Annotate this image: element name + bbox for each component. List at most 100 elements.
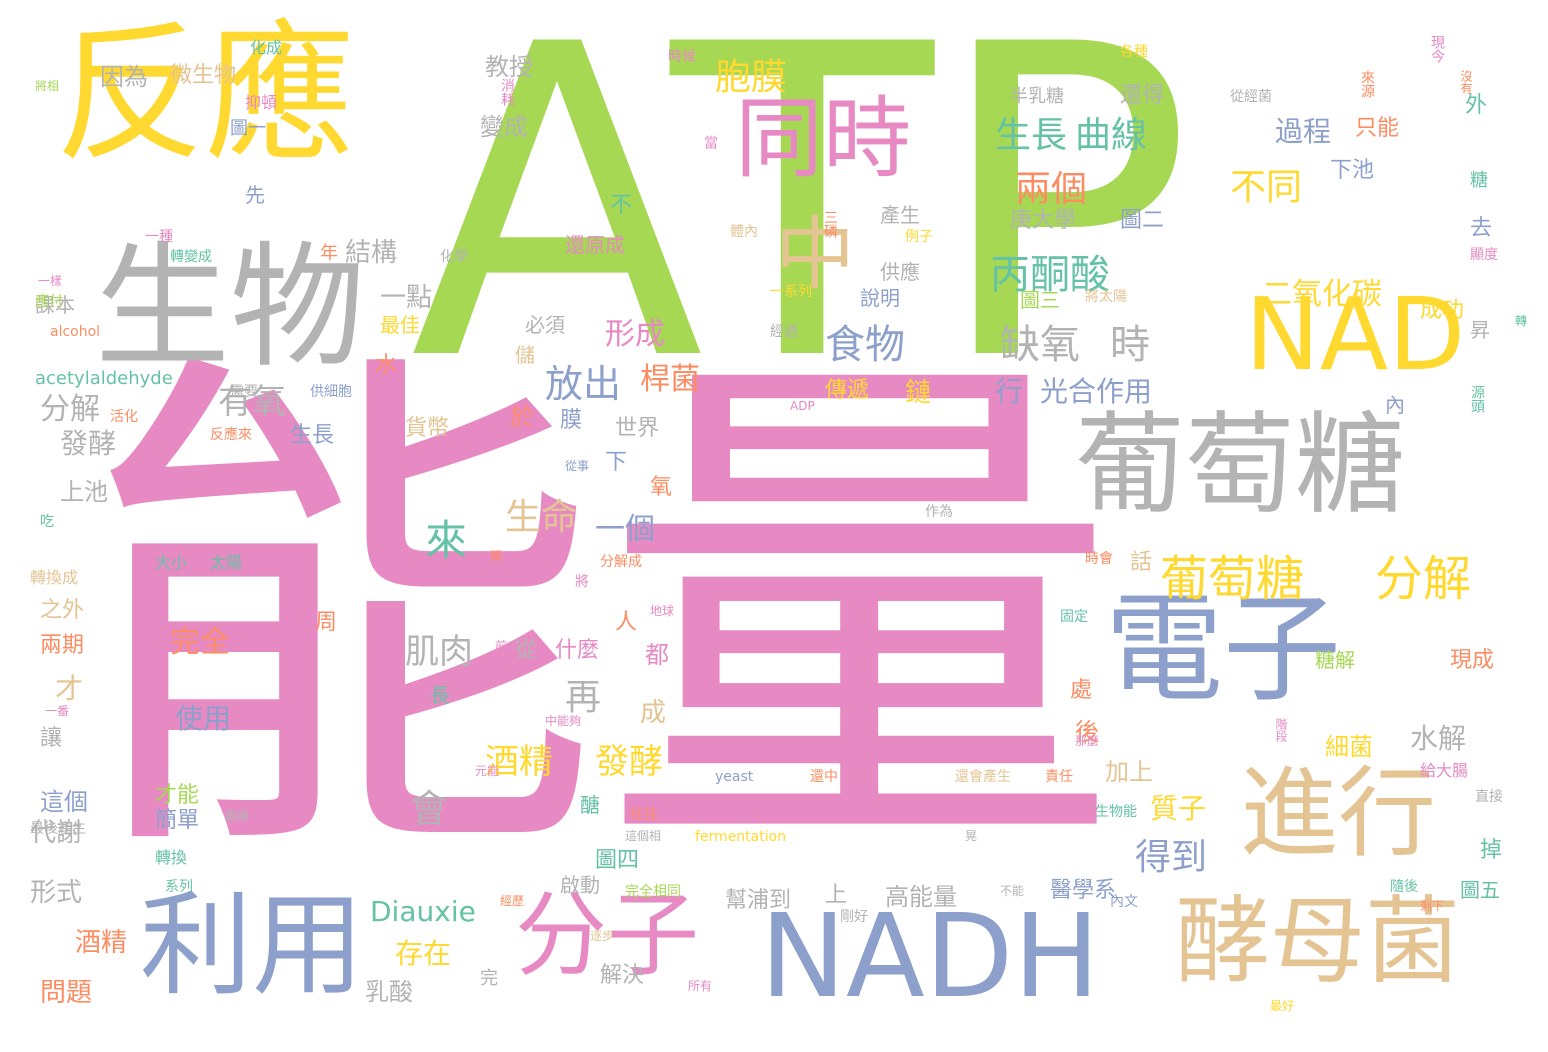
cloud-word: 分解	[1375, 551, 1472, 607]
cloud-word: 供細胞	[310, 384, 352, 400]
cloud-word: 將相	[35, 79, 60, 93]
cloud-word: 生命	[505, 497, 578, 538]
cloud-word: 圖二	[1120, 208, 1165, 233]
cloud-word: 昇	[1470, 318, 1490, 342]
cloud-word: 分解成	[600, 554, 642, 570]
cloud-word: 二氧化碳	[1262, 277, 1382, 312]
cloud-word: 轉換成	[30, 568, 79, 587]
cloud-word: 曲線	[1075, 115, 1148, 156]
cloud-word: 成功	[1420, 298, 1465, 323]
cloud-word: 人	[615, 610, 638, 635]
cloud-word: 顯度	[1470, 247, 1498, 263]
cloud-word: 再	[565, 677, 602, 718]
cloud-word: 能量	[80, 312, 1120, 918]
cloud-word: 進行	[1240, 757, 1437, 871]
cloud-word: 現成	[1450, 648, 1495, 673]
cloud-word: acetylaldehyde	[35, 368, 173, 389]
cloud-word: 還得	[1120, 83, 1165, 108]
cloud-word: 一樣	[38, 274, 63, 288]
cloud-word: 從事	[565, 459, 590, 473]
cloud-word: 掉	[1480, 838, 1503, 863]
cloud-word: 世界	[615, 416, 660, 441]
cloud-word: 時	[1110, 322, 1150, 368]
cloud-word: 幫浦到	[725, 888, 792, 913]
cloud-word: 細菌	[1325, 733, 1373, 761]
cloud-word: 才能	[155, 783, 200, 808]
cloud-word: 反應	[55, 8, 356, 182]
cloud-word: 中	[775, 208, 855, 301]
cloud-word: 形式	[30, 878, 83, 908]
cloud-word: 時會	[1085, 551, 1113, 567]
cloud-word: 所有	[688, 979, 713, 993]
cloud-word: 供應	[880, 260, 920, 284]
cloud-word: 最後產生	[30, 821, 86, 837]
cloud-word: 反應來	[210, 427, 252, 443]
cloud-word: 不同	[1230, 167, 1303, 208]
cloud-word: 上池	[60, 478, 108, 506]
cloud-word: 大小	[155, 553, 188, 572]
cloud-word: 葡萄糖	[1160, 551, 1305, 607]
cloud-word: 作為	[925, 504, 953, 520]
cloud-word: 酒精	[485, 742, 553, 782]
cloud-word: 還原成	[565, 233, 625, 257]
cloud-word: 一系列	[770, 284, 812, 300]
cloud-word: 化成	[250, 38, 283, 57]
cloud-word: 質子	[1150, 792, 1207, 825]
cloud-word: 吃	[40, 514, 54, 530]
cloud-word: 長	[430, 683, 450, 707]
cloud-word: 編輯	[225, 809, 250, 823]
cloud-word: 高能量	[885, 883, 957, 911]
cloud-word: 鏈	[905, 378, 932, 408]
cloud-word: 內文	[1110, 894, 1138, 910]
cloud-word: 之外	[40, 598, 85, 623]
cloud-word: alcohol	[50, 324, 101, 340]
cloud-word: 元能	[475, 764, 500, 778]
cloud-word: 這個相	[625, 829, 662, 843]
cloud-word: 周	[315, 610, 338, 635]
cloud-word: 各種	[1120, 44, 1148, 60]
cloud-word: 化學	[440, 249, 468, 265]
cloud-word: 酵母菌	[1175, 887, 1461, 997]
cloud-word: 同時	[735, 87, 912, 190]
cloud-word: 問題	[40, 978, 93, 1008]
cloud-word: 簡單	[155, 808, 200, 833]
cloud-word: 圖四	[595, 848, 640, 873]
cloud-word: 於	[510, 403, 534, 431]
cloud-word: 太陽	[210, 553, 243, 572]
cloud-word: 前	[495, 639, 508, 653]
cloud-word: 缺氧	[1000, 322, 1080, 368]
cloud-word: 說明	[860, 286, 900, 310]
cloud-word: 儲	[515, 343, 535, 367]
cloud-word: 代謝	[30, 818, 83, 848]
cloud-word: 類	[490, 549, 503, 563]
cloud-word: 一個	[595, 512, 655, 547]
cloud-word: NAD	[1245, 276, 1466, 393]
cloud-word: NADH	[760, 890, 1100, 1024]
cloud-word: 讓	[40, 726, 63, 751]
cloud-word: 下	[605, 450, 628, 475]
cloud-word: 生物能	[1095, 804, 1137, 820]
cloud-word: 因為	[100, 63, 148, 91]
cloud-word: 先	[245, 183, 265, 207]
cloud-word: 經歷	[500, 894, 525, 908]
cloud-word: 桿菌	[640, 362, 700, 397]
cloud-word: Diauxie	[370, 895, 476, 928]
cloud-word: 需要	[230, 384, 258, 400]
cloud-word: 將	[575, 574, 589, 590]
cloud-word: 都	[645, 641, 669, 669]
cloud-word: 處	[1070, 678, 1093, 703]
cloud-word: 醣	[580, 793, 600, 817]
cloud-word: 將太陽	[1085, 289, 1127, 305]
cloud-word: 圖三	[1020, 288, 1060, 312]
cloud-word: 中能夠	[545, 714, 582, 728]
cloud-word: 話	[1130, 550, 1153, 575]
cloud-word: 水解	[1410, 722, 1467, 755]
cloud-word: 使用	[175, 702, 232, 735]
cloud-word: 生長	[995, 115, 1068, 156]
cloud-word: 三磷	[822, 210, 838, 238]
cloud-word: 庚大學	[1010, 208, 1077, 233]
cloud-word: 來	[425, 516, 468, 565]
cloud-word: 形成	[605, 317, 665, 352]
cloud-word: 圖一	[230, 118, 266, 139]
